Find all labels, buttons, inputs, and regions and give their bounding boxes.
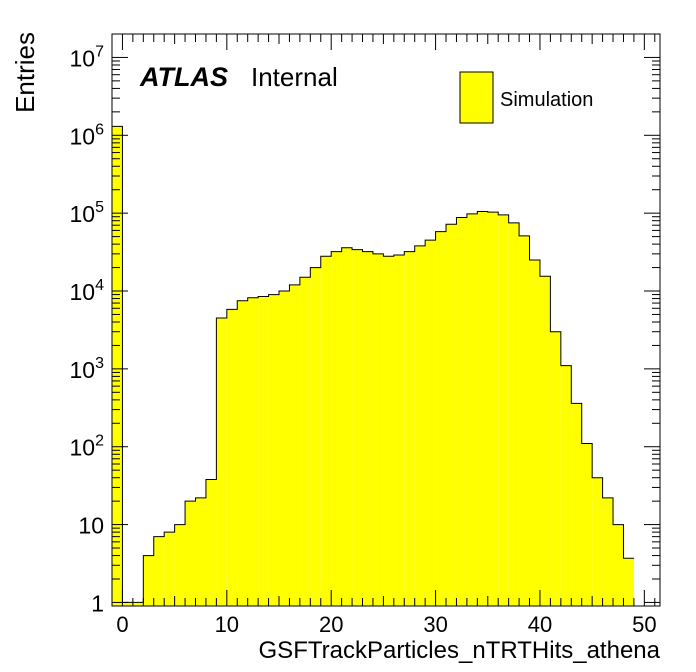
histogram-bar [122, 602, 133, 606]
legend-swatch-simulation [459, 71, 494, 124]
y-tick-label: 10 [78, 513, 104, 539]
y-tick-label: 104 [70, 277, 105, 305]
histogram-bar [519, 235, 530, 606]
x-tick-label: 50 [632, 612, 656, 637]
histogram-bar [226, 309, 238, 606]
histogram-bar [143, 555, 154, 606]
histogram-bar [258, 296, 269, 606]
histogram-bar [237, 300, 248, 606]
histogram-bars [111, 125, 634, 607]
histogram-bar [393, 255, 405, 607]
histogram-bar [498, 214, 509, 606]
histogram-bar [550, 331, 561, 606]
x-tick-label: 30 [423, 612, 447, 637]
y-axis-label: Entries [10, 32, 40, 113]
legend-label-simulation: Simulation [500, 89, 593, 111]
histogram-bar [341, 247, 353, 606]
x-axis-label: GSFTrackParticles_nTRTHits_athena [259, 637, 661, 664]
histogram-bar [247, 297, 259, 606]
histogram-bar [414, 245, 426, 606]
histogram-bar [613, 524, 624, 606]
histogram-bar [352, 249, 363, 606]
histogram-bar [581, 443, 593, 606]
histogram-bar [268, 294, 280, 606]
histogram-bar [425, 240, 436, 606]
histogram-bar [456, 217, 467, 607]
histogram-bar [310, 267, 321, 606]
x-tick-label: 0 [116, 612, 128, 637]
histogram-bar [174, 524, 186, 606]
y-tick-label: 103 [70, 355, 105, 383]
histogram-bar [560, 365, 572, 606]
histogram-bar [477, 211, 488, 606]
y-tick-label: 106 [70, 121, 105, 149]
histogram-bar [446, 224, 457, 606]
y-tick-label: 102 [70, 433, 105, 461]
histogram-bar [372, 253, 384, 606]
histogram-bar [362, 251, 373, 607]
histogram-bar [623, 558, 634, 606]
histogram-bar [383, 256, 394, 606]
histogram-bar [539, 276, 551, 606]
histogram-bar [571, 403, 582, 606]
x-tick-label: 10 [215, 612, 239, 637]
histogram-bar [487, 212, 499, 606]
histogram-bar [592, 477, 603, 606]
histogram-bar [205, 479, 217, 606]
histogram-bar [216, 318, 227, 606]
internal-label: Internal [251, 62, 338, 92]
histogram-bar [289, 284, 300, 606]
plot-frame [111, 33, 661, 607]
histogram-bar [185, 501, 196, 606]
histogram-bar [466, 213, 478, 606]
axis-ticks [111, 33, 660, 606]
histogram-bar [529, 260, 540, 606]
x-tick-labels: 0 10 20 30 40 50 [116, 612, 656, 637]
histogram-bar [404, 251, 415, 607]
histogram-outline [111, 125, 634, 606]
histogram-bar [195, 497, 206, 606]
histogram-bar [153, 536, 165, 606]
histogram-bar [331, 251, 342, 607]
y-tick-label: 1 [91, 590, 104, 616]
y-tick-label: 107 [70, 43, 105, 71]
y-tick-label: 105 [70, 199, 105, 227]
histogram-bar [602, 497, 614, 606]
histogram-bar [508, 222, 520, 606]
histogram-bar [132, 602, 144, 606]
atlas-label: ATLAS [139, 62, 228, 92]
histogram-bar [164, 532, 175, 606]
legend: Simulation [459, 71, 593, 124]
x-tick-label: 40 [528, 612, 552, 637]
histogram-bar [435, 231, 447, 606]
histogram-bar [279, 291, 290, 606]
histogram-bar [320, 256, 332, 606]
histogram-bar [299, 277, 311, 606]
y-tick-labels: 1 10 102 103 104 105 106 107 [70, 43, 105, 616]
histogram-bar [112, 126, 123, 607]
x-tick-label: 20 [319, 612, 343, 637]
